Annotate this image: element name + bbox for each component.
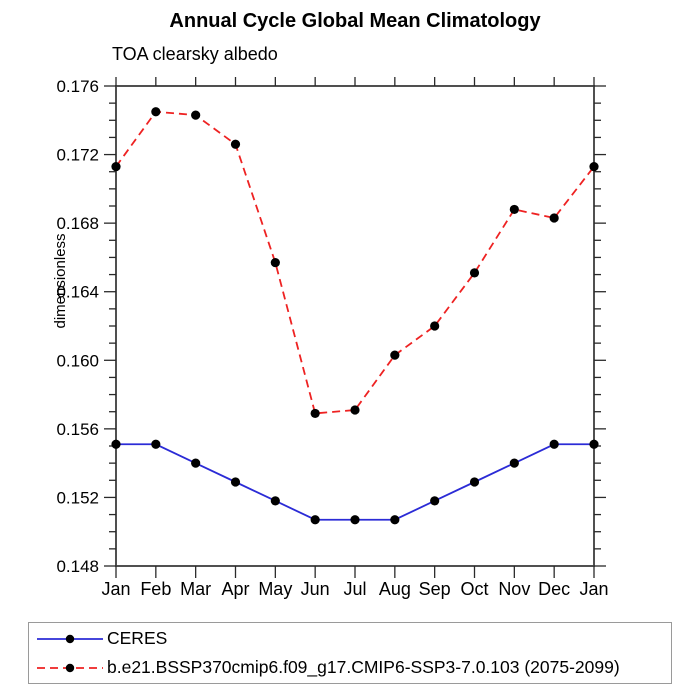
data-point-marker [191,458,201,468]
x-tick-label: Mar [180,579,211,599]
x-tick-label: Dec [538,579,570,599]
data-point-marker [509,204,519,215]
chart-title: Annual Cycle Global Mean Climatology [169,10,541,32]
x-tick-label: Aug [379,579,411,599]
y-tick-label: 0.148 [56,557,99,576]
data-point-marker [390,515,400,525]
legend-line-sample-dashed-icon [37,663,103,672]
data-point-marker [589,439,599,449]
data-point-marker [430,321,440,331]
x-tick-label: Jan [101,579,130,599]
data-point-marker [430,496,440,506]
x-tick-label: May [258,579,292,599]
x-tick-label: Oct [460,579,488,599]
data-point-marker [549,439,559,449]
legend-item-ceres: CERES [34,627,671,651]
data-point-marker [270,257,280,268]
data-point-marker [350,405,360,415]
data-point-marker [589,161,599,172]
data-point-marker [390,350,400,360]
data-point-marker [230,139,241,149]
y-tick-label: 0.152 [56,488,99,507]
data-point-marker [310,515,320,525]
data-point-marker [549,213,559,223]
data-point-marker [111,439,121,449]
x-tick-label: Feb [140,579,171,599]
y-tick-label: 0.160 [56,351,99,370]
x-tick-label: Apr [221,579,249,599]
legend-box: CERES b.e21.BSSP370cmip6.f09_g17.CMIP6-S… [28,622,672,684]
y-tick-label: 0.176 [56,77,99,96]
data-point-marker [151,439,161,449]
data-point-marker [509,458,519,468]
y-tick-label: 0.156 [56,420,99,439]
legend-label: b.e21.BSSP370cmip6.f09_g17.CMIP6-SSP3-7.… [107,657,620,677]
axis-frame [115,85,595,567]
x-tick-label: Jan [579,579,608,599]
data-point-marker [469,477,480,487]
y-tick-label: 0.172 [56,146,99,165]
x-tick-label: Jul [343,579,366,599]
y-tick-label: 0.168 [56,214,99,233]
series-line [116,443,594,521]
x-tick-label: Sep [419,579,451,599]
legend-item-model: b.e21.BSSP370cmip6.f09_g17.CMIP6-SSP3-7.… [34,656,671,680]
data-point-marker [270,496,280,506]
data-point-marker [230,477,241,487]
x-tick-label: Jun [301,579,330,599]
data-point-marker [310,408,320,419]
series-line [115,110,595,415]
data-point-marker [350,515,360,525]
x-tick-label: Nov [498,579,530,599]
legend-line-sample-solid-icon [37,634,103,643]
y-tick-label: 0.164 [56,283,99,302]
data-point-marker [111,161,121,172]
data-point-marker [469,268,480,278]
data-point-marker [191,110,201,120]
chart-subtitle: TOA clearsky albedo [112,44,278,64]
legend-label: CERES [107,628,168,648]
data-point-marker [151,107,161,117]
